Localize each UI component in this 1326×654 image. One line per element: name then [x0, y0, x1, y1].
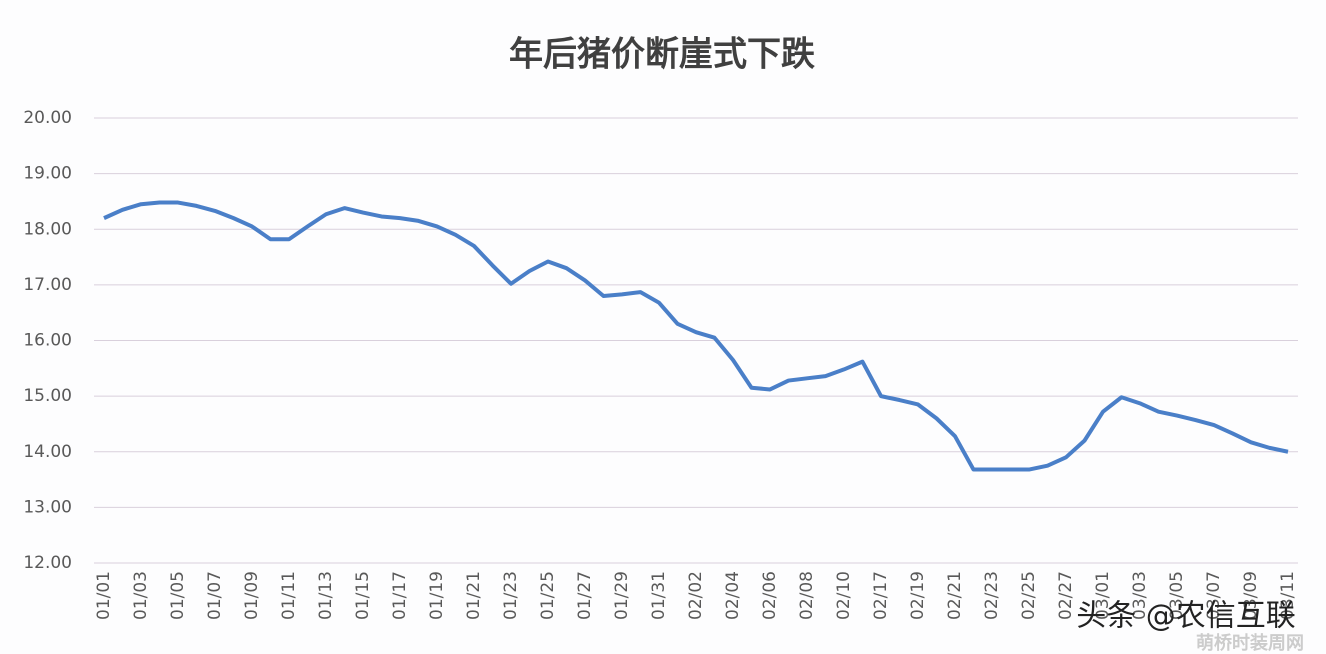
x-tick-label: 01/23	[501, 571, 521, 620]
y-tick-label: 16.00	[23, 331, 72, 351]
x-tick-label: 03/03	[1130, 571, 1150, 620]
x-tick-label: 01/29	[612, 571, 632, 620]
x-tick-label: 01/01	[94, 571, 114, 620]
chart-title: 年后猪价断崖式下跌	[509, 35, 815, 75]
x-tick-label: 01/15	[353, 571, 373, 620]
x-tick-label: 01/09	[242, 571, 262, 620]
y-tick-label: 19.00	[23, 164, 72, 184]
x-tick-label: 02/04	[723, 571, 743, 620]
x-tick-label: 02/17	[871, 571, 891, 620]
x-tick-label: 03/09	[1241, 571, 1261, 620]
x-tick-label: 01/05	[168, 571, 188, 620]
x-tick-label: 01/25	[538, 571, 558, 620]
x-tick-label: 03/01	[1093, 571, 1113, 620]
x-tick-label: 01/11	[279, 571, 299, 620]
x-tick-label: 02/19	[908, 571, 928, 620]
watermark: 头条 @农信互联	[1076, 599, 1296, 634]
x-tick-label: 02/08	[797, 571, 817, 620]
x-tick-label: 02/27	[1056, 571, 1076, 620]
y-tick-label: 15.00	[23, 386, 72, 406]
x-tick-label: 02/02	[686, 571, 706, 620]
x-tick-label: 02/21	[945, 571, 965, 620]
x-tick-label: 01/17	[390, 571, 410, 620]
y-tick-label: 18.00	[23, 219, 72, 239]
y-tick-label: 13.00	[23, 497, 72, 517]
x-tick-label: 03/11	[1278, 571, 1298, 620]
data-line	[103, 200, 1289, 472]
x-tick-label: 01/03	[131, 571, 151, 620]
x-tick-label: 02/10	[834, 571, 854, 620]
x-tick-label: 01/07	[205, 571, 225, 620]
x-tick-label: 03/05	[1167, 571, 1187, 620]
y-tick-label: 14.00	[23, 442, 72, 462]
y-tick-label: 20.00	[23, 108, 72, 128]
x-tick-label: 02/23	[982, 571, 1002, 620]
x-tick-label: 03/07	[1204, 571, 1224, 620]
x-tick-label: 01/31	[649, 571, 669, 620]
x-tick-label: 01/19	[427, 571, 447, 620]
x-tick-label: 01/21	[464, 571, 484, 620]
x-tick-label: 02/25	[1019, 571, 1039, 620]
footer-watermark: 萌桥时装周网	[1196, 632, 1304, 654]
y-tick-label: 12.00	[23, 553, 72, 573]
x-tick-label: 02/06	[760, 571, 780, 620]
x-tick-label: 01/13	[316, 571, 336, 620]
x-tick-label: 01/27	[575, 571, 595, 620]
y-tick-label: 17.00	[23, 275, 72, 295]
